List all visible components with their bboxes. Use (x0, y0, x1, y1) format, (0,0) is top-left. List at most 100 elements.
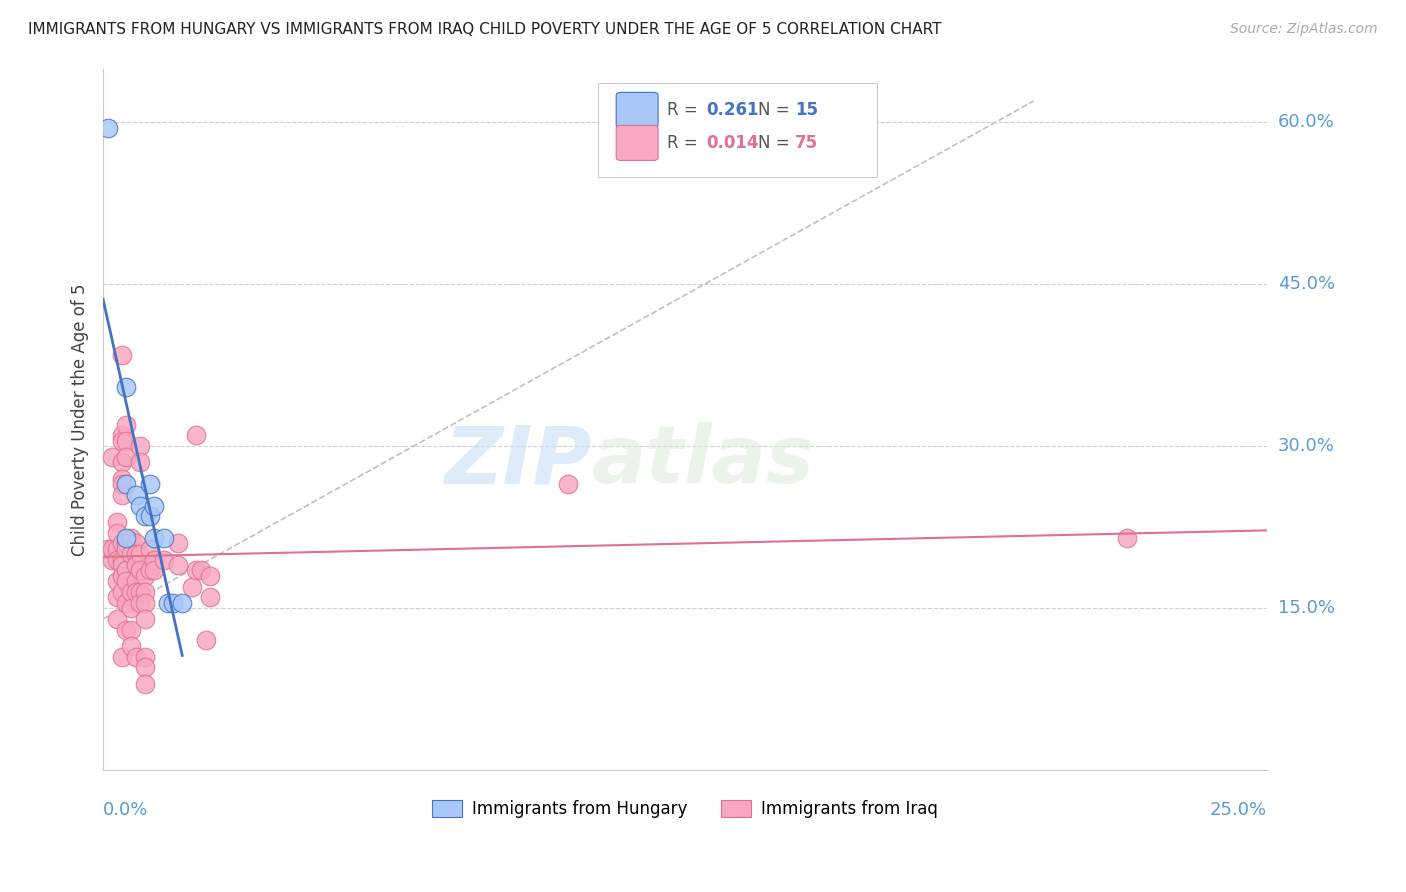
Point (138, 541, 160, 556)
Point (115, 623, 138, 637)
Point (166, 536, 188, 550)
Text: 30.0%: 30.0% (1278, 437, 1334, 455)
Text: IMMIGRANTS FROM HUNGARY VS IMMIGRANTS FROM IRAQ CHILD POVERTY UNDER THE AGE OF 5: IMMIGRANTS FROM HUNGARY VS IMMIGRANTS FR… (28, 22, 942, 37)
Point (129, 439, 152, 453)
Text: 15.0%: 15.0% (1278, 599, 1334, 617)
Point (111, 585, 134, 599)
Point (143, 563, 166, 577)
Point (186, 428, 208, 442)
Point (105, 541, 128, 556)
Text: N =: N = (758, 134, 794, 152)
Point (97, 541, 120, 556)
Point (138, 563, 160, 577)
Point (194, 633, 217, 648)
Point (120, 547, 142, 561)
Text: 75: 75 (796, 134, 818, 152)
Point (134, 585, 156, 599)
Point (129, 547, 152, 561)
Point (111, 552, 134, 566)
FancyBboxPatch shape (616, 126, 658, 161)
Text: ZIP: ZIP (444, 422, 592, 500)
Point (111, 472, 134, 486)
Text: 45.0%: 45.0% (1278, 276, 1334, 293)
Point (134, 612, 156, 626)
Point (134, 568, 156, 582)
Point (105, 574, 128, 589)
Point (120, 639, 142, 653)
Point (125, 558, 148, 572)
Point (190, 563, 212, 577)
Text: N =: N = (758, 101, 794, 119)
Point (129, 455, 152, 469)
Text: R =: R = (668, 134, 703, 152)
Point (111, 488, 134, 502)
Point (115, 541, 138, 556)
Point (129, 585, 152, 599)
Point (143, 499, 166, 513)
Point (111, 536, 134, 550)
Text: 0.0%: 0.0% (103, 800, 149, 819)
Point (101, 450, 124, 464)
Y-axis label: Child Poverty Under the Age of 5: Child Poverty Under the Age of 5 (72, 283, 89, 556)
Point (125, 574, 148, 589)
Point (105, 525, 128, 540)
Point (101, 552, 124, 566)
Point (186, 563, 208, 577)
Point (152, 531, 174, 545)
Text: R =: R = (668, 101, 703, 119)
Point (162, 596, 184, 610)
Point (125, 585, 148, 599)
Point (111, 428, 134, 442)
Point (1116, 531, 1139, 545)
Point (105, 515, 128, 529)
Point (143, 552, 166, 566)
Text: 15: 15 (796, 101, 818, 119)
Point (125, 649, 148, 664)
Point (111, 568, 134, 582)
Point (111, 649, 134, 664)
Point (115, 563, 138, 577)
Point (134, 596, 156, 610)
Point (115, 477, 138, 491)
Point (166, 558, 188, 572)
Point (198, 568, 221, 582)
Point (134, 649, 156, 664)
Point (111, 558, 134, 572)
Text: 0.261: 0.261 (706, 101, 758, 119)
Point (134, 660, 156, 674)
Legend: Immigrants from Hungary, Immigrants from Iraq: Immigrants from Hungary, Immigrants from… (426, 793, 945, 825)
Point (129, 563, 152, 577)
Point (129, 596, 152, 610)
Point (120, 623, 142, 637)
Point (129, 499, 152, 513)
Point (120, 585, 142, 599)
Point (152, 552, 174, 566)
Point (143, 531, 166, 545)
Point (111, 455, 134, 469)
Point (111, 347, 134, 361)
Point (557, 477, 579, 491)
Point (120, 531, 142, 545)
Point (105, 591, 128, 605)
Point (125, 488, 148, 502)
Point (101, 541, 124, 556)
Point (125, 547, 148, 561)
Text: Source: ZipAtlas.com: Source: ZipAtlas.com (1230, 22, 1378, 37)
FancyBboxPatch shape (598, 83, 877, 178)
Point (105, 552, 128, 566)
Point (157, 596, 180, 610)
Point (125, 536, 148, 550)
Text: 60.0%: 60.0% (1278, 113, 1334, 131)
Text: 0.014: 0.014 (706, 134, 758, 152)
FancyBboxPatch shape (616, 93, 658, 128)
Point (138, 477, 160, 491)
Point (198, 591, 221, 605)
Point (115, 531, 138, 545)
Point (105, 612, 128, 626)
Point (115, 417, 138, 432)
Text: 25.0%: 25.0% (1209, 800, 1267, 819)
Point (111, 477, 134, 491)
Point (115, 380, 138, 394)
Point (115, 596, 138, 610)
Point (120, 601, 142, 615)
